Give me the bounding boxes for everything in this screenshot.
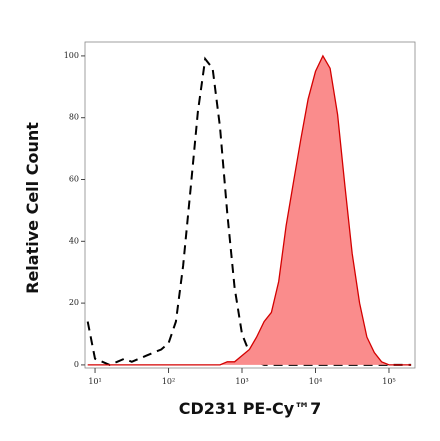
y-tick-label: 40 — [69, 236, 79, 245]
x-tick-label: 10³ — [235, 377, 248, 386]
y-tick-label: 60 — [69, 175, 79, 184]
plot-frame — [84, 41, 416, 369]
x-tick-label: 10² — [162, 377, 175, 386]
x-axis-title: CD231 PE-Cy™7 — [179, 399, 322, 418]
y-tick-label: 20 — [69, 298, 79, 307]
y-tick-label: 100 — [64, 51, 79, 60]
histogram-line — [87, 54, 412, 366]
y-tick-label: 80 — [69, 113, 79, 122]
x-tick-label: 10⁵ — [382, 377, 395, 386]
x-tick-label: 10⁴ — [309, 377, 322, 386]
y-axis-title: Relative Cell Count — [23, 122, 42, 294]
x-tick-label: 10¹ — [88, 377, 101, 386]
area-fill — [87, 55, 412, 365]
y-tick-label: 0 — [74, 360, 79, 369]
